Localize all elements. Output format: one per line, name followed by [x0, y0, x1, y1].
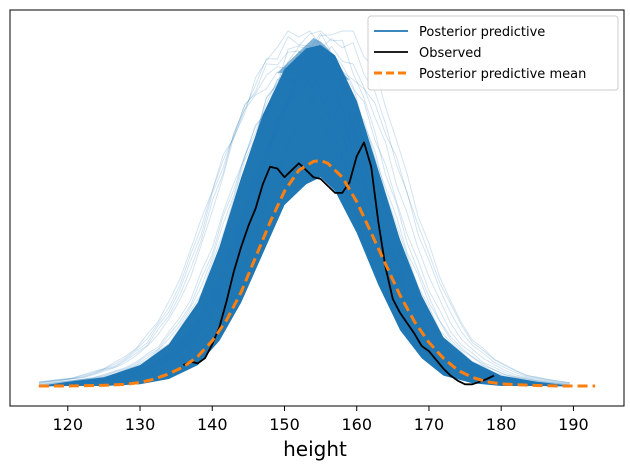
- x-tick-label: 120: [53, 415, 84, 434]
- legend: Posterior predictive Observed Posterior pr…: [367, 15, 619, 91]
- posterior-draw-line: [38, 30, 570, 387]
- axes-frame: [9, 9, 625, 407]
- posterior-draw-line: [38, 30, 570, 387]
- x-tick-label: 150: [269, 415, 300, 434]
- legend-frame: [367, 15, 619, 91]
- posterior-draw-line: [38, 35, 570, 387]
- x-axis-label: height: [283, 437, 347, 461]
- posterior-draw-line: [38, 59, 570, 387]
- posterior-draw-line: [38, 71, 570, 387]
- x-tick-label: 160: [341, 415, 372, 434]
- legend-label: Posterior predictive: [419, 25, 545, 40]
- legend-label: Observed: [419, 46, 482, 61]
- x-tick-label: 190: [558, 415, 589, 434]
- posterior-draw-line: [38, 77, 570, 387]
- plot-area: [38, 30, 596, 388]
- observed-line: [183, 141, 495, 386]
- posterior-predictive-band-peak: [277, 38, 350, 80]
- x-tick-label: 170: [414, 415, 445, 434]
- posterior-predictive-mean-line: [38, 159, 596, 388]
- legend-label: Posterior predictive mean: [419, 67, 586, 82]
- x-tick-label: 180: [486, 415, 517, 434]
- x-tick-label: 140: [197, 415, 228, 434]
- x-tick-label: 130: [125, 415, 156, 434]
- posterior-draw-line: [38, 71, 570, 387]
- posterior-predictive-band: [38, 45, 574, 386]
- x-axis-ticks: 120 130 140 150 160 170 180 190: [53, 406, 589, 434]
